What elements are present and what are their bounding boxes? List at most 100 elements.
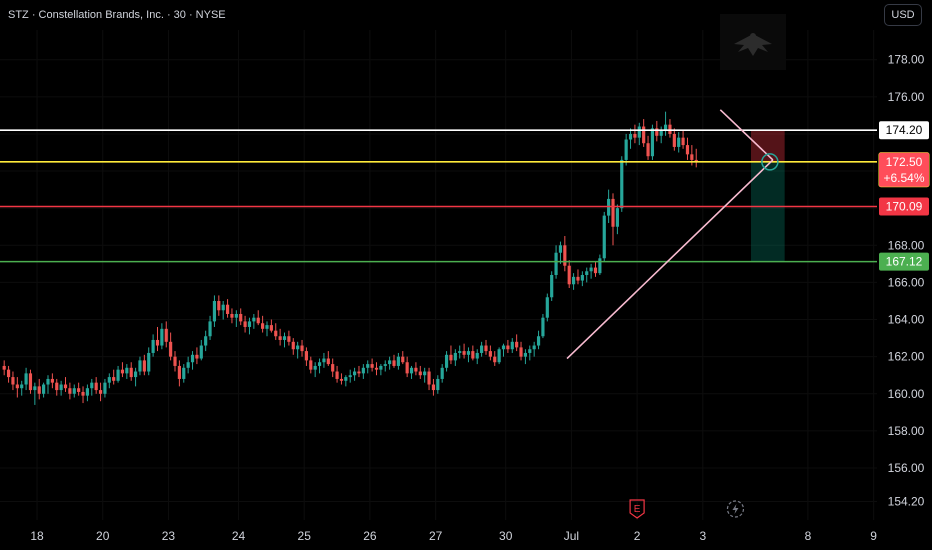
candle-body bbox=[545, 297, 549, 318]
y-tick-label: 178.00 bbox=[888, 53, 925, 67]
price-tag-label: 174.20 bbox=[886, 123, 923, 137]
candle-body bbox=[471, 351, 475, 359]
candle-body bbox=[77, 388, 81, 392]
candle-body bbox=[554, 252, 558, 275]
candle-body bbox=[598, 258, 602, 274]
candle-body bbox=[628, 133, 633, 140]
price-tag-fill bbox=[879, 152, 929, 187]
x-tick-label: 30 bbox=[499, 529, 513, 543]
candle-body bbox=[2, 365, 6, 370]
y-tick-label: 156.00 bbox=[888, 461, 925, 475]
candle-body bbox=[440, 367, 444, 379]
candle-body bbox=[563, 245, 567, 266]
candle-body bbox=[125, 367, 129, 374]
x-tick-label: 26 bbox=[363, 529, 377, 543]
candle-body bbox=[50, 378, 54, 383]
candle-body bbox=[567, 265, 571, 285]
price-change-label: +6.54% bbox=[883, 171, 924, 185]
candle-body bbox=[593, 267, 598, 274]
candle-body bbox=[672, 133, 676, 147]
candle-body bbox=[374, 367, 379, 370]
candle-body bbox=[444, 354, 449, 368]
candle-body bbox=[313, 365, 317, 370]
y-tick-label: 166.00 bbox=[888, 275, 925, 289]
trendline[interactable] bbox=[719, 109, 774, 161]
candle-body bbox=[177, 365, 181, 379]
x-tick-label: 20 bbox=[96, 529, 110, 543]
candle-body bbox=[458, 351, 462, 353]
position-target-zone[interactable] bbox=[750, 161, 785, 262]
candle-body bbox=[112, 377, 116, 381]
candle-body bbox=[243, 321, 247, 327]
earnings-flag-icon[interactable]: E bbox=[629, 499, 645, 519]
time-axis[interactable]: 18 20 23 24 25 26 27 30 Jul 2 3 8 9 bbox=[30, 529, 877, 543]
candle-body bbox=[68, 388, 72, 394]
horizontal-lines[interactable] bbox=[0, 129, 877, 263]
candle-body bbox=[427, 371, 431, 385]
dividend-lightning-icon[interactable] bbox=[726, 500, 745, 518]
candle-body bbox=[519, 347, 523, 357]
candle-body bbox=[431, 384, 436, 391]
currency-button[interactable]: USD bbox=[884, 4, 922, 26]
trendlines[interactable] bbox=[566, 109, 779, 360]
candle-body bbox=[633, 133, 637, 138]
x-tick-label: 25 bbox=[298, 529, 312, 543]
candle-body bbox=[344, 377, 348, 381]
candle-body bbox=[151, 339, 155, 353]
candle-body bbox=[182, 367, 186, 379]
candle-body bbox=[317, 362, 322, 366]
candle-body bbox=[624, 139, 628, 160]
price-tags: 174.20 172.50 +6.54% 170.09 167.12 bbox=[878, 121, 930, 271]
x-tick-label: 3 bbox=[699, 529, 706, 543]
candle-body bbox=[659, 130, 663, 136]
candle-body bbox=[37, 386, 41, 394]
candle-body bbox=[169, 341, 173, 357]
candle-body bbox=[42, 384, 46, 394]
candle-body bbox=[466, 351, 471, 355]
position-stop-zone[interactable] bbox=[750, 130, 785, 162]
candle-body bbox=[409, 367, 414, 374]
candle-body bbox=[620, 159, 624, 209]
x-tick-label: 24 bbox=[232, 529, 246, 543]
candle-body bbox=[642, 126, 646, 144]
candle-body bbox=[234, 313, 238, 318]
candle-body bbox=[46, 378, 50, 385]
candle-body bbox=[269, 325, 273, 331]
candle-body bbox=[339, 378, 344, 381]
candle-body bbox=[585, 271, 589, 275]
position-tool[interactable] bbox=[750, 130, 785, 262]
earnings-flag-letter: E bbox=[634, 504, 641, 515]
candle-body bbox=[335, 371, 339, 379]
candle-body bbox=[348, 375, 352, 378]
candle-body bbox=[690, 154, 694, 160]
price-axis[interactable]: 154.20 156.00 158.00 160.00 162.00 164.00 166.… bbox=[888, 53, 925, 509]
candle-body bbox=[392, 360, 396, 366]
candle-body bbox=[388, 360, 392, 365]
candle-body bbox=[291, 341, 295, 350]
candle-body bbox=[199, 345, 203, 359]
candle-body bbox=[423, 371, 427, 376]
candle-body bbox=[541, 317, 545, 337]
candle-body bbox=[155, 339, 160, 346]
trendline[interactable] bbox=[566, 159, 774, 360]
candle-body bbox=[195, 354, 199, 359]
candle-body bbox=[379, 365, 383, 370]
candle-body bbox=[655, 128, 659, 136]
candle-body bbox=[134, 371, 138, 378]
candle-body bbox=[611, 198, 615, 227]
x-tick-label: 23 bbox=[162, 529, 176, 543]
candle-body bbox=[11, 377, 15, 385]
grid bbox=[0, 30, 877, 520]
candle-body bbox=[361, 367, 365, 374]
candle-body bbox=[370, 364, 374, 368]
x-tick-label: Jul bbox=[564, 529, 579, 543]
dividend-bolt bbox=[732, 504, 739, 514]
candle-body bbox=[580, 275, 584, 281]
candle-body bbox=[186, 362, 190, 368]
candle-body bbox=[160, 328, 164, 346]
candle-body bbox=[572, 276, 576, 285]
candle-body bbox=[15, 384, 19, 389]
candle-body bbox=[462, 351, 466, 355]
candle-body bbox=[252, 317, 256, 322]
